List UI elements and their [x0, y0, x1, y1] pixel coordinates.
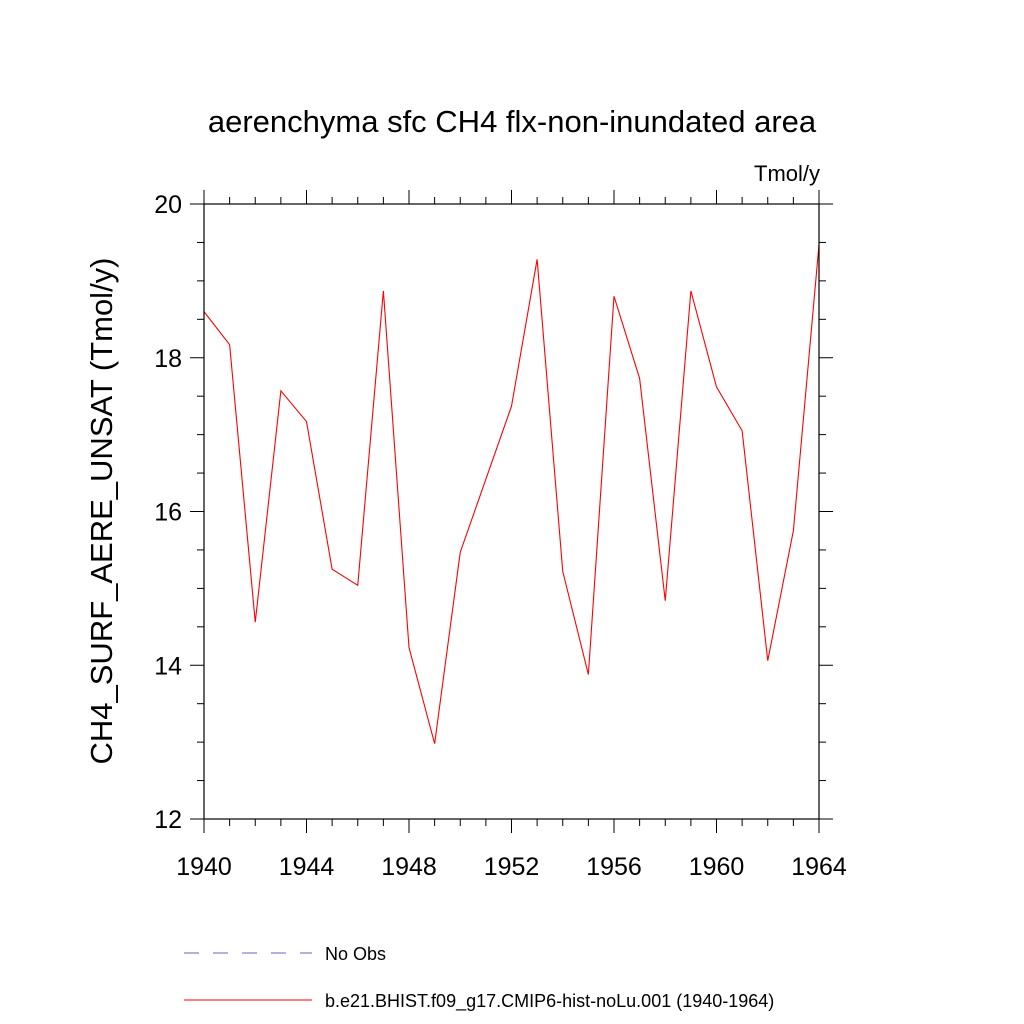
plot-frame [203, 203, 820, 820]
x-tick-label: 1960 [689, 853, 745, 881]
x-tick-label: 1948 [381, 853, 437, 881]
x-tick-label: 1940 [176, 853, 232, 881]
series-lines [203, 244, 820, 744]
legend: No Obs b.e21.BHIST.f09_g17.CMIP6-hist-noL… [184, 944, 774, 1012]
series-line-0 [203, 244, 820, 744]
y-tick-label: 14 [154, 652, 182, 680]
y-tick-label: 16 [154, 499, 182, 527]
axes: 1940 1944 1948 1952 1956 1960 1964 12 14 16 18 20 [154, 190, 847, 881]
y-tick-label: 20 [154, 191, 182, 219]
chart-title: aerenchyma sfc CH4 flx-non-inundated are… [208, 104, 817, 139]
x-tick-label: 1956 [586, 853, 642, 881]
legend-label: b.e21.BHIST.f09_g17.CMIP6-hist-noLu.001 … [325, 991, 774, 1012]
y-tick-label: 18 [154, 345, 182, 373]
x-tick-label: 1952 [484, 853, 540, 881]
x-tick-label: 1964 [791, 853, 847, 881]
x-tick-label: 1944 [279, 853, 335, 881]
y-axis-label: CH4_SURF_AERE_UNSAT (Tmol/y) [84, 257, 119, 764]
units-label: Tmol/y [754, 161, 820, 186]
legend-label: No Obs [325, 944, 386, 964]
y-tick-label: 12 [154, 806, 182, 834]
